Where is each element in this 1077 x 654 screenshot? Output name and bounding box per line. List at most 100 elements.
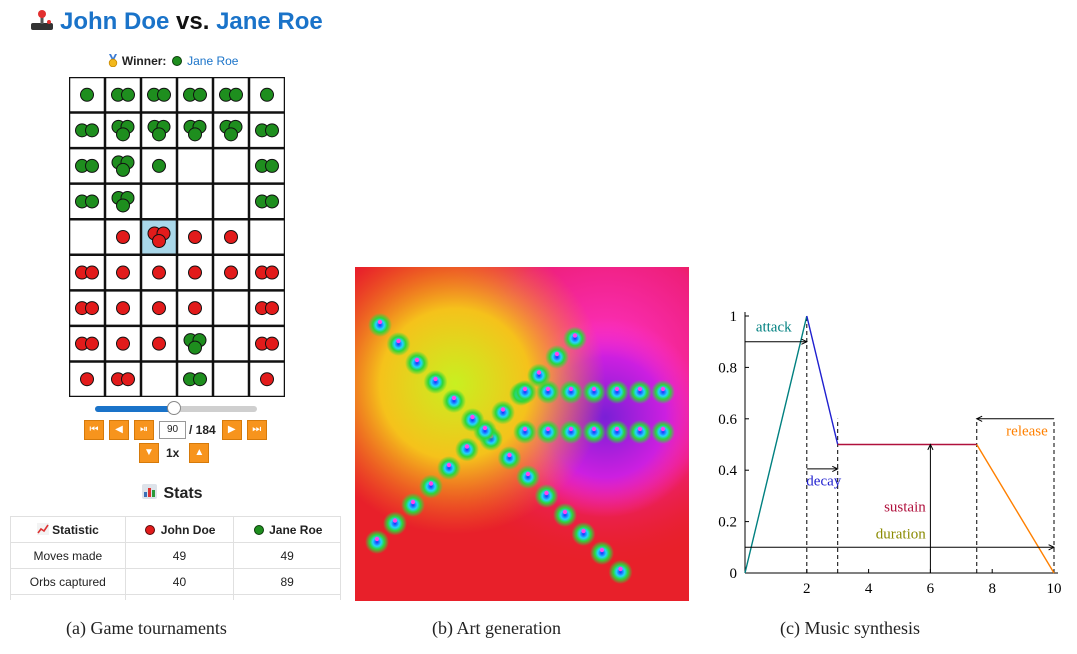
art-node [605, 420, 629, 444]
header-statistic-label: Statistic [52, 522, 99, 537]
art-node-core [522, 386, 528, 392]
art-node [628, 420, 652, 444]
art-node [437, 456, 461, 480]
table-row [10, 594, 341, 600]
speed-up-button[interactable]: ▲ [189, 443, 210, 463]
last-frame-button[interactable]: ⏭ [246, 420, 267, 440]
speed-down-button[interactable]: ▼ [139, 443, 159, 463]
player1-name[interactable]: John Doe [60, 8, 170, 35]
x-tick-label: 4 [865, 581, 873, 597]
red-orb [188, 301, 202, 316]
art-node-core [410, 499, 416, 505]
bar-chart-icon [142, 484, 158, 504]
art-node [516, 465, 540, 489]
art-node-core [562, 509, 568, 515]
green-orb [157, 87, 171, 102]
red-orb [85, 301, 99, 316]
art-node [545, 345, 569, 369]
board-cell[interactable] [213, 184, 249, 220]
red-orb [152, 336, 166, 351]
duration-arrow-head [1048, 544, 1056, 551]
player2-name[interactable]: Jane Roe [216, 8, 323, 35]
art-node-core [581, 528, 586, 534]
stats-title-text: Stats [163, 485, 203, 502]
caption-a: (a) Game tournaments [66, 618, 227, 638]
board-cell[interactable] [213, 326, 249, 362]
sustain-arrow-head [927, 443, 934, 451]
board-cell[interactable] [213, 361, 249, 397]
art-node-core [507, 452, 512, 458]
art-node-core [545, 426, 551, 432]
red-orb [152, 234, 166, 248]
stat-name: Moves made [10, 542, 126, 569]
green-orb [265, 123, 279, 138]
art-node [491, 400, 515, 425]
green-orb [116, 198, 130, 213]
art-node-core [637, 426, 643, 432]
y-tick-label: 0.4 [718, 463, 737, 479]
red-orb [152, 301, 166, 316]
art-node [419, 474, 443, 499]
art-node-core [614, 426, 620, 432]
board-cell[interactable] [69, 219, 105, 255]
art-node [563, 326, 587, 351]
stats-table: Statistic John Doe Jane Roe Moves made 4… [10, 516, 341, 600]
green-orb [193, 87, 207, 102]
winner-line: Winner: Jane Roe [0, 54, 345, 68]
art-node-core [637, 386, 643, 392]
y-tick-label: 0.8 [718, 360, 737, 376]
art-node-core [428, 481, 434, 486]
art-node [605, 380, 629, 404]
slider-handle[interactable] [167, 401, 182, 415]
green-orb [260, 87, 274, 102]
table-row: Orbs captured 40 89 [10, 568, 341, 595]
board-cell[interactable] [141, 184, 177, 220]
red-orb [85, 265, 99, 280]
speed-controls: ▼ 1x ▲ [139, 443, 214, 463]
green-orb [188, 127, 202, 142]
green-orb [116, 162, 130, 177]
art-node-core [591, 386, 597, 392]
playback-slider[interactable] [95, 401, 257, 415]
caption-c: (c) Music synthesis [780, 618, 920, 638]
board-cell[interactable] [213, 290, 249, 326]
art-node [536, 380, 560, 404]
red-orb [121, 372, 135, 387]
prev-frame-button[interactable]: ◀ [109, 420, 129, 440]
match-title: John Doe vs. Jane Roe [30, 8, 323, 38]
art-node [559, 420, 583, 444]
red-orb [265, 265, 279, 280]
release-arrow-head [975, 415, 983, 422]
art-node [559, 380, 583, 404]
first-frame-button[interactable]: ⏮ [84, 420, 104, 440]
next-frame-button[interactable]: ▶ [221, 420, 242, 440]
board-cell[interactable] [177, 148, 213, 184]
board-cell[interactable] [177, 184, 213, 220]
art-node [536, 420, 560, 444]
header-player1-label: John Doe [160, 522, 216, 537]
green-orb [224, 127, 238, 142]
green-orb [188, 340, 202, 355]
board-cell[interactable] [141, 361, 177, 397]
green-orb [80, 87, 94, 102]
play-pause-button[interactable]: ⏯ [134, 420, 154, 440]
art-node [405, 351, 429, 375]
stats-header-row: Statistic John Doe Jane Roe [10, 516, 341, 543]
board-cell[interactable] [213, 148, 249, 184]
red-orb [188, 265, 202, 280]
art-node-core [446, 462, 452, 468]
art-node-core [500, 407, 506, 412]
art-node [651, 380, 675, 404]
art-node-core [591, 426, 597, 432]
art-node [582, 420, 606, 444]
red-orb [260, 372, 274, 387]
art-node-core [660, 426, 666, 432]
frame-input[interactable]: 90 [159, 421, 186, 439]
red-orb [85, 336, 99, 351]
speed-value: 1x [166, 446, 180, 460]
red-orb [224, 230, 238, 244]
board-cell[interactable] [249, 219, 285, 255]
green-orb [116, 127, 130, 142]
art-node [401, 493, 425, 517]
winner-name[interactable]: Jane Roe [187, 54, 239, 68]
